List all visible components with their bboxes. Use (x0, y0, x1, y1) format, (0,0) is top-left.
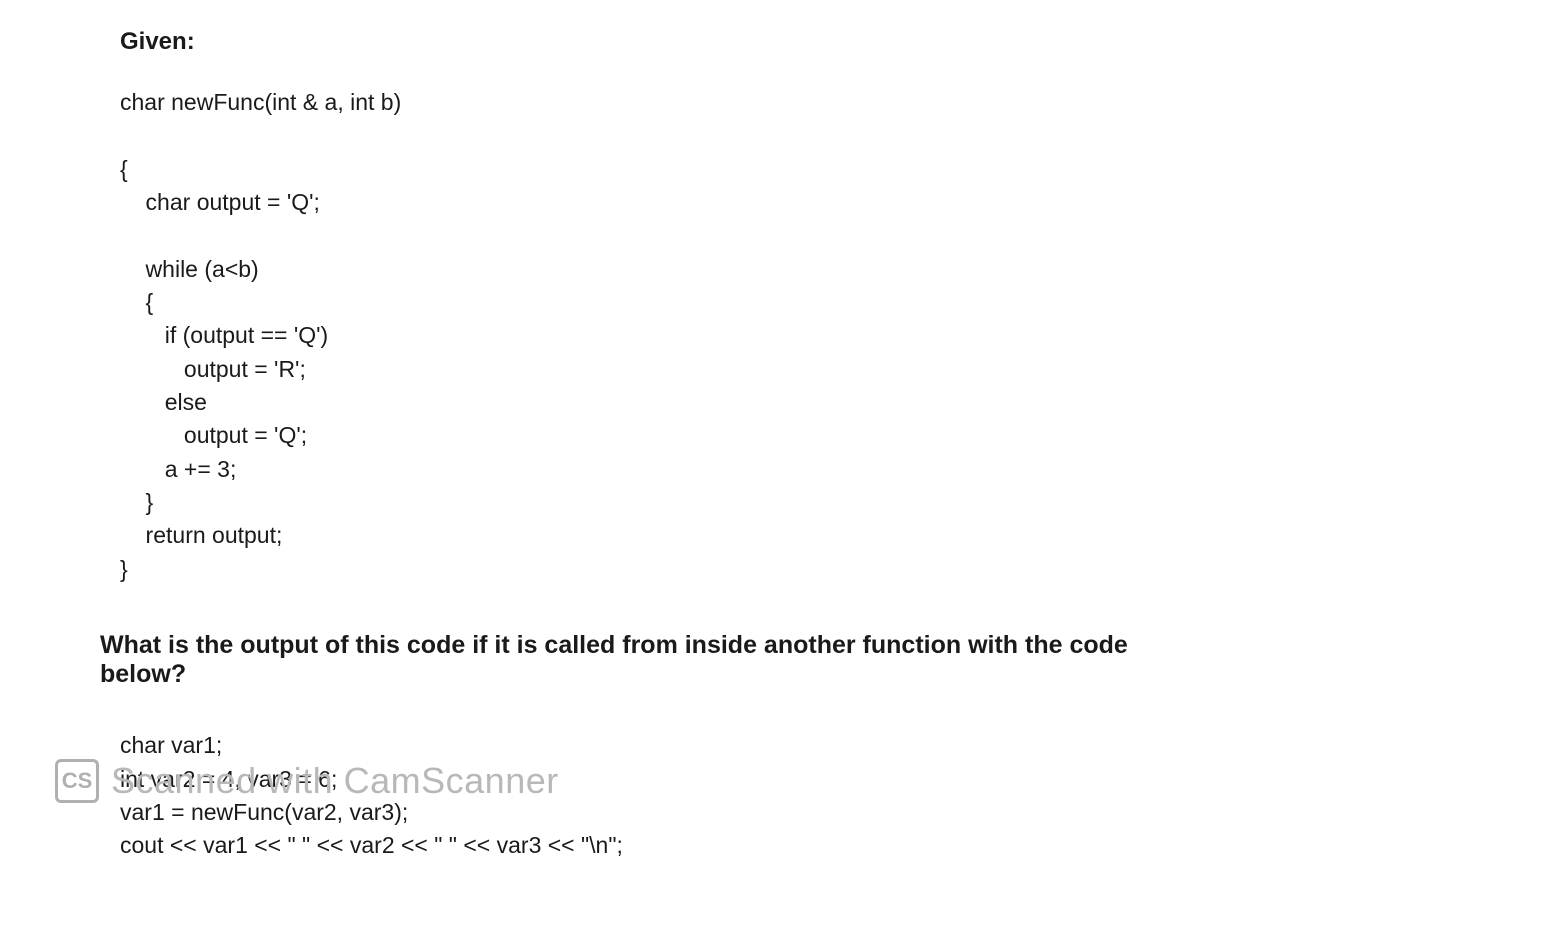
code-line: return output; (120, 522, 282, 548)
given-label: Given: (120, 28, 1568, 56)
code-line: char output = 'Q'; (120, 189, 320, 215)
function-code-block: char newFunc(int & a, int b) { char outp… (120, 86, 1568, 586)
code-line: else (120, 389, 207, 415)
document-content: Given: char newFunc(int & a, int b) { ch… (0, 0, 1568, 863)
code-line: output = 'R'; (120, 356, 306, 382)
code-line: if (output == 'Q') (120, 322, 328, 348)
code-line: a += 3; (120, 456, 236, 482)
camscanner-text: Scanned with CamScanner (111, 760, 559, 802)
camscanner-icon: CS (55, 759, 99, 803)
code-line: } (120, 556, 128, 582)
code-line: output = 'Q'; (120, 422, 307, 448)
code-line: { (120, 156, 128, 182)
question-text: What is the output of this code if it is… (100, 631, 1200, 689)
code-line: { (120, 289, 153, 315)
camscanner-watermark: CS Scanned with CamScanner (55, 759, 559, 803)
code-line: char var1; (120, 732, 222, 758)
code-line: while (a<b) (120, 256, 259, 282)
code-line: } (120, 489, 153, 515)
code-line: cout << var1 << " " << var2 << " " << va… (120, 832, 623, 858)
code-line: char newFunc(int & a, int b) (120, 89, 401, 115)
